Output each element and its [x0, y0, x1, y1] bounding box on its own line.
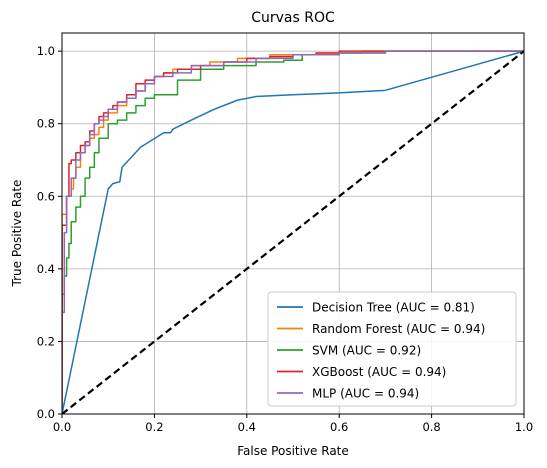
series-line-2 [62, 50, 524, 414]
y-tick-label: 0.4 [37, 262, 55, 276]
chart-title: Curvas ROC [251, 10, 335, 26]
axes-frame [61, 32, 525, 415]
series-lines [62, 50, 524, 414]
legend: Decision Tree (AUC = 0.81) Random Forest … [267, 291, 517, 407]
reference-diagonal-line [62, 50, 524, 414]
plot-area: 0.0 0.2 0.4 0.6 0.8 1.0 0.0 0.2 0.4 0.6 0.8 1.0 [37, 32, 533, 434]
y-tick-label: 0.8 [37, 117, 55, 131]
legend-label-3: XGBoost (AUC = 0.94) [312, 365, 446, 379]
series-line-4 [62, 50, 524, 414]
legend-label-4: MLP (AUC = 0.94) [312, 387, 419, 401]
y-tick-label: 0.0 [37, 407, 55, 421]
y-tick-label: 0.6 [37, 189, 55, 203]
y-axis-label: True Positive Rate [10, 180, 24, 288]
x-tick-label: 0.2 [145, 420, 163, 434]
x-tick-label: 0.0 [53, 420, 71, 434]
x-tick-label: 0.4 [238, 420, 256, 434]
x-tick-label: 1.0 [515, 420, 533, 434]
series-line-0 [62, 50, 524, 414]
y-tick-label: 1.0 [37, 44, 55, 58]
legend-label-1: Random Forest (AUC = 0.94) [312, 322, 485, 336]
x-tick-label: 0.6 [330, 420, 348, 434]
legend-label-0: Decision Tree (AUC = 0.81) [312, 301, 475, 315]
y-tick-label: 0.2 [37, 334, 55, 348]
x-tick-label: 0.8 [422, 420, 440, 434]
legend-label-2: SVM (AUC = 0.92) [312, 344, 421, 358]
legend-box [267, 291, 517, 407]
x-axis-label: False Positive Rate [237, 444, 349, 458]
